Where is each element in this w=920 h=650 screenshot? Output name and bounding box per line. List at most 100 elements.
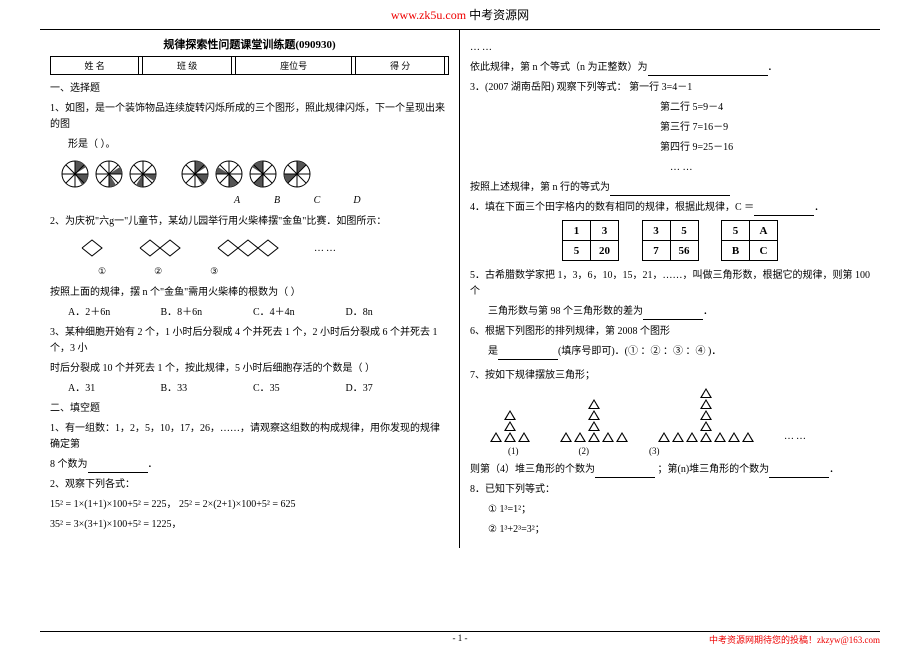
answer-blank	[643, 308, 703, 320]
fish-icon	[80, 236, 120, 260]
footer-right: 中考资源网期待您的投稿！zkzyw@163.com	[709, 633, 880, 646]
tri-dots: ……	[784, 431, 808, 442]
tri-stack-2	[560, 399, 628, 442]
pie-group-options	[180, 159, 312, 189]
tri-labels: (1) (2) (3)	[470, 446, 870, 456]
q3-opt-a: A．31	[68, 381, 158, 397]
q3-options: A．31 B．33 C．35 D．37	[50, 381, 449, 397]
fish-1: ①	[98, 266, 106, 277]
r3c: 第三行 7=16－9	[470, 120, 870, 136]
fish-icon	[138, 236, 198, 260]
label-score: 得 分	[356, 57, 444, 75]
answer-blank	[610, 184, 730, 196]
dots: ……	[470, 40, 870, 56]
answer-blank	[498, 348, 558, 360]
section-2-heading: 二、填空题	[50, 401, 449, 417]
fish-2: ②	[154, 266, 162, 277]
pie-option-labels: A B C D	[50, 195, 449, 206]
footer: - 1 - 中考资源网期待您的投稿！zkzyw@163.com	[0, 633, 920, 646]
r3a: 3．(2007 湖南岳阳) 观察下列等式： 第一行 3=4－1	[470, 80, 870, 96]
fq1-text-a: 1、有一组数：1，2，5，10，17，26，……，请观察这组数的构成规律，用你发…	[50, 421, 449, 453]
pie-icon	[94, 159, 124, 189]
pie-icon	[60, 159, 90, 189]
eq-2: 35² = 3×(3+1)×100+5² = 1225，	[50, 517, 449, 533]
grids-row: 13520 35756 5ABC	[470, 220, 870, 264]
info-table: 姓 名 班 级 座位号 得 分	[50, 56, 449, 75]
q3-opt-c: C．35	[253, 381, 343, 397]
url-red: www.zk5u.com	[391, 8, 466, 22]
pie-icon	[128, 159, 158, 189]
url-black: 中考资源网	[466, 8, 529, 22]
worksheet-title: 规律探索性问题课堂训练题(090930)	[50, 36, 449, 52]
pie-diagram-row	[50, 159, 449, 189]
opt-c: C	[300, 195, 334, 206]
r8: 8．已知下列等式：	[470, 482, 870, 498]
answer-blank	[769, 466, 829, 478]
r7b: 则第（4）堆三角形的个数为 ；第(n)堆三角形的个数为．	[470, 462, 870, 478]
q2-opt-d: D．8n	[346, 305, 416, 321]
answer-blank	[754, 204, 814, 216]
opt-d: D	[340, 195, 374, 206]
r3f: 按照上述规律，第 n 行的等式为	[470, 180, 870, 196]
r8-2: ② 1³+2³=3²；	[470, 522, 870, 538]
pie-icon	[248, 159, 278, 189]
pie-icon	[180, 159, 210, 189]
r3e: … …	[470, 160, 870, 176]
q3-opt-b: B．33	[161, 381, 251, 397]
r4a: 4．填在下面三个田字格内的数有相同的规律，根据此规律，C ＝．	[470, 200, 870, 216]
q1-text-a: 1、如图，是一个装饰物品连续旋转闪烁所成的三个图形，照此规律闪烁，下一个呈现出来…	[50, 101, 449, 133]
r6a: 6、根据下列图形的排列规律，第 2008 个图形	[470, 324, 870, 340]
answer-blank	[648, 64, 768, 76]
right-column: …… 依此规律，第 n 个等式（n 为正整数）为． 3．(2007 湖南岳阳) …	[460, 30, 880, 548]
fish-dots: ……	[314, 243, 338, 254]
pie-icon	[214, 159, 244, 189]
blank-score	[444, 57, 448, 75]
fq1-text-b: 8 个数为．	[50, 457, 449, 473]
tri-stack-1	[490, 410, 530, 442]
bottom-rule	[40, 631, 880, 632]
tri-stack-3	[658, 388, 754, 442]
r3b: 第二行 5=9－4	[470, 100, 870, 116]
opt-b: B	[260, 195, 294, 206]
eq-1: 15² = 1×(1+1)×100+5² = 225， 25² = 2×(2+1…	[50, 497, 449, 513]
q2-opt-a: A．2＋6n	[68, 305, 158, 321]
fish-diagram-row: ……	[50, 236, 449, 260]
r3d: 第四行 9=25－16	[470, 140, 870, 156]
page-number: - 1 -	[453, 633, 468, 643]
q2-text-b: 按照上面的规律，摆 n 个"金鱼"需用火柴棒的根数为（ ）	[50, 285, 449, 301]
label-class: 班 级	[143, 57, 231, 75]
fish-3: ③	[210, 266, 218, 277]
fq2-text: 2、观察下列各式：	[50, 477, 449, 493]
answer-blank	[88, 461, 148, 473]
q2-opt-b: B．8＋6n	[161, 305, 251, 321]
r7: 7、按如下规律摆放三角形；	[470, 368, 870, 384]
q3-text-b: 时后分裂成 10 个并死去 1 个，按此规律，5 小时后细胞存活的个数是（ ）	[50, 361, 449, 377]
r6b: 是(填序号即可)．(① ：② ：③ ：④ )．	[470, 344, 870, 360]
triangle-row: ……	[470, 388, 870, 442]
left-column: 规律探索性问题课堂训练题(090930) 姓 名 班 级 座位号 得 分 一、选…	[40, 30, 460, 548]
pie-group-given	[60, 159, 158, 189]
grid-2: 35756	[642, 220, 699, 261]
answer-blank	[595, 466, 655, 478]
q3-text-a: 3、某种细胞开始有 2 个，1 小时后分裂成 4 个并死去 1 个，2 小时后分…	[50, 325, 449, 357]
r1: 依此规律，第 n 个等式（n 为正整数）为．	[470, 60, 870, 76]
fish-icon	[216, 236, 296, 260]
q1-text-b: 形是（ ）。	[50, 137, 449, 153]
fish-labels: ① ② ③	[50, 266, 449, 277]
q2-text-a: 2、为庆祝"六g一"儿童节，某幼儿园举行用火柴棒摆"金鱼"比赛．如图所示：	[50, 214, 449, 230]
r5a: 5．古希腊数学家把 1，3，6，10，15，21，……，叫做三角形数，根据它的规…	[470, 268, 870, 300]
r8-1: ① 1³=1²；	[470, 502, 870, 518]
two-column-layout: 规律探索性问题课堂训练题(090930) 姓 名 班 级 座位号 得 分 一、选…	[0, 30, 920, 548]
section-1-heading: 一、选择题	[50, 81, 449, 97]
q3-opt-d: D．37	[346, 381, 416, 397]
pie-icon	[282, 159, 312, 189]
r5b: 三角形数与第 98 个三角形数的差为．	[470, 304, 870, 320]
header-url: www.zk5u.com 中考资源网	[0, 0, 920, 29]
grid-3: 5ABC	[721, 220, 778, 261]
q2-options: A．2＋6n B．8＋6n C．4＋4n D．8n	[50, 305, 449, 321]
label-seat: 座位号	[235, 57, 351, 75]
grid-1: 13520	[562, 220, 619, 261]
label-name: 姓 名	[51, 57, 139, 75]
q2-opt-c: C．4＋4n	[253, 305, 343, 321]
opt-a: A	[220, 195, 254, 206]
